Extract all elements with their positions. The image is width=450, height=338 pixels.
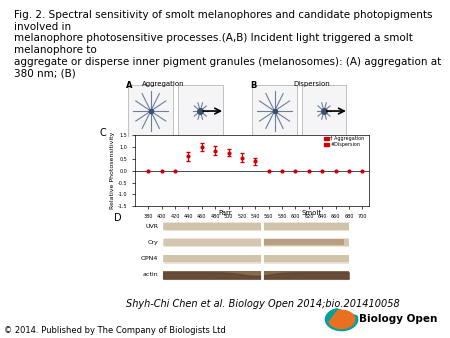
FancyBboxPatch shape [163, 222, 349, 230]
Legend: † Aggregation, #Dispersion: † Aggregation, #Dispersion [322, 134, 367, 149]
FancyBboxPatch shape [163, 221, 349, 231]
Point [332, 168, 339, 173]
Point [305, 168, 312, 173]
Polygon shape [325, 309, 358, 331]
FancyBboxPatch shape [262, 239, 344, 245]
FancyBboxPatch shape [163, 255, 349, 262]
Text: D: D [114, 213, 121, 223]
Text: Parr: Parr [218, 210, 232, 216]
FancyBboxPatch shape [163, 239, 349, 246]
Text: Aggregation: Aggregation [142, 81, 184, 87]
Text: Shyh-Chi Chen et al. Biology Open 2014;bio.201410058: Shyh-Chi Chen et al. Biology Open 2014;b… [126, 299, 400, 309]
Point [158, 168, 165, 173]
Text: Fig. 2. Spectral sensitivity of smolt melanophores and candidate photopigments i: Fig. 2. Spectral sensitivity of smolt me… [14, 10, 441, 78]
Y-axis label: Relative Photosensitivity: Relative Photosensitivity [110, 132, 115, 209]
Point [171, 168, 179, 173]
Text: OPN4: OPN4 [141, 256, 158, 261]
FancyBboxPatch shape [252, 85, 297, 137]
X-axis label: Wavelength (nm): Wavelength (nm) [222, 222, 282, 228]
FancyBboxPatch shape [163, 237, 349, 247]
Point [292, 168, 299, 173]
Point [145, 168, 152, 173]
Text: Biology Open: Biology Open [359, 314, 437, 324]
FancyBboxPatch shape [163, 270, 349, 280]
Text: actin: actin [143, 272, 158, 277]
FancyBboxPatch shape [129, 85, 173, 137]
Point [279, 168, 286, 173]
Text: UVR: UVR [145, 224, 158, 228]
Point [319, 168, 326, 173]
Polygon shape [329, 310, 355, 329]
Text: A: A [126, 81, 132, 90]
Text: B: B [250, 81, 256, 90]
Text: Dispersion: Dispersion [293, 81, 330, 87]
FancyBboxPatch shape [302, 85, 347, 137]
FancyBboxPatch shape [178, 85, 223, 137]
Text: Cry: Cry [148, 240, 158, 245]
Point [345, 168, 352, 173]
Point [265, 168, 272, 173]
FancyBboxPatch shape [163, 254, 349, 264]
Text: Smolt: Smolt [302, 210, 322, 216]
Text: C: C [100, 128, 107, 138]
FancyBboxPatch shape [163, 271, 349, 279]
Text: © 2014. Published by The Company of Biologists Ltd: © 2014. Published by The Company of Biol… [4, 325, 226, 335]
Point [359, 168, 366, 173]
